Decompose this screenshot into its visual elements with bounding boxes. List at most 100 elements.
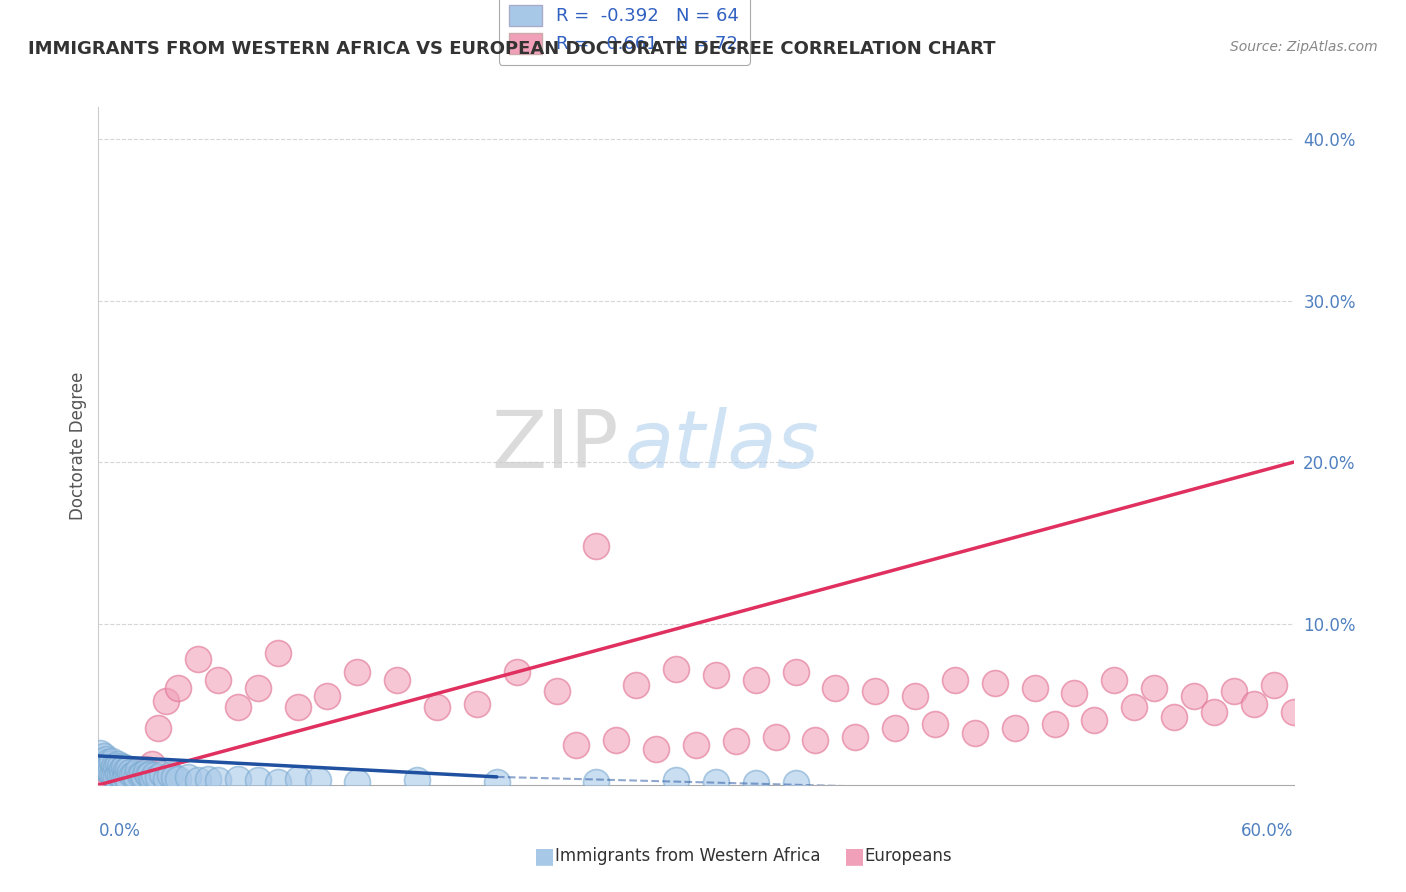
Point (1123, 700, 1146, 714)
Point (626, 678, 648, 692)
Text: ■: ■ (844, 847, 865, 866)
Point (267, 646, 290, 660)
Point (904, 689, 927, 703)
Point (143, 768, 166, 782)
Text: Source: ZipAtlas.com: Source: ZipAtlas.com (1230, 40, 1378, 54)
Point (924, 716, 946, 731)
Point (105, 770, 128, 784)
Point (105, 768, 128, 782)
Point (107, 766, 129, 780)
Point (125, 768, 148, 782)
Point (110, 768, 132, 782)
Point (134, 770, 156, 784)
Point (93, 758, 115, 772)
Point (111, 770, 134, 784)
Point (1004, 722, 1026, 736)
Text: IMMIGRANTS FROM WESTERN AFRICA VS EUROPEAN DOCTORATE DEGREE CORRELATION CHART: IMMIGRANTS FROM WESTERN AFRICA VS EUROPE… (28, 40, 995, 58)
Point (724, 734, 747, 748)
Point (287, 772, 309, 786)
Point (187, 652, 209, 666)
Point (665, 662, 688, 676)
Point (745, 673, 768, 687)
Point (93, 768, 115, 782)
Point (111, 762, 134, 776)
Point (585, 774, 607, 789)
Point (135, 765, 157, 780)
Point (91, 754, 114, 768)
Point (159, 768, 181, 782)
Point (207, 773, 229, 788)
Point (506, 665, 529, 679)
Point (884, 722, 907, 736)
Text: atlas: atlas (624, 407, 820, 485)
Point (605, 732, 627, 747)
Point (139, 766, 162, 780)
Point (287, 700, 309, 714)
Point (765, 730, 787, 744)
Point (112, 770, 135, 784)
Point (1104, 673, 1126, 687)
Point (246, 681, 269, 695)
Point (546, 684, 568, 698)
Point (785, 776, 807, 790)
Point (98, 756, 122, 771)
Point (984, 676, 1007, 690)
Point (124, 766, 146, 780)
Point (121, 766, 143, 780)
Point (406, 773, 429, 788)
Point (89, 746, 111, 760)
Point (115, 764, 138, 778)
Point (1163, 710, 1185, 724)
Point (117, 765, 139, 780)
Point (127, 764, 149, 778)
Point (1223, 684, 1246, 698)
Point (167, 772, 190, 786)
Point (97, 768, 120, 782)
Point (103, 768, 125, 782)
Point (1282, 706, 1305, 720)
Point (426, 700, 449, 714)
Point (117, 762, 139, 776)
Point (307, 773, 329, 788)
Point (226, 700, 249, 714)
Point (117, 772, 139, 786)
Point (98, 764, 122, 778)
Point (115, 770, 138, 784)
Text: 0.0%: 0.0% (98, 822, 141, 840)
Point (804, 732, 827, 747)
Text: ZIP: ZIP (491, 407, 619, 485)
Point (121, 768, 143, 782)
Point (1063, 686, 1085, 700)
Point (120, 765, 142, 780)
Point (103, 762, 125, 776)
Point (785, 665, 807, 679)
Point (346, 665, 368, 679)
Point (125, 770, 148, 784)
Point (155, 772, 177, 786)
Point (131, 766, 153, 780)
Point (96, 762, 118, 776)
Point (148, 722, 170, 736)
Point (704, 668, 727, 682)
Point (943, 673, 966, 687)
Point (148, 770, 170, 784)
Point (207, 673, 229, 687)
Point (141, 772, 163, 786)
Point (89, 770, 111, 784)
Point (685, 738, 707, 752)
Text: Immigrants from Western Africa: Immigrants from Western Africa (555, 847, 821, 865)
Point (197, 772, 219, 786)
Point (96, 752, 118, 766)
Point (745, 776, 768, 790)
Point (246, 773, 269, 788)
Point (346, 774, 368, 789)
Point (103, 758, 125, 772)
Point (585, 539, 607, 553)
Point (824, 681, 846, 695)
Point (97, 764, 120, 778)
Point (101, 766, 124, 780)
Point (1202, 706, 1225, 720)
Y-axis label: Doctorate Degree: Doctorate Degree (69, 372, 87, 520)
Point (135, 762, 157, 776)
Point (163, 770, 186, 784)
